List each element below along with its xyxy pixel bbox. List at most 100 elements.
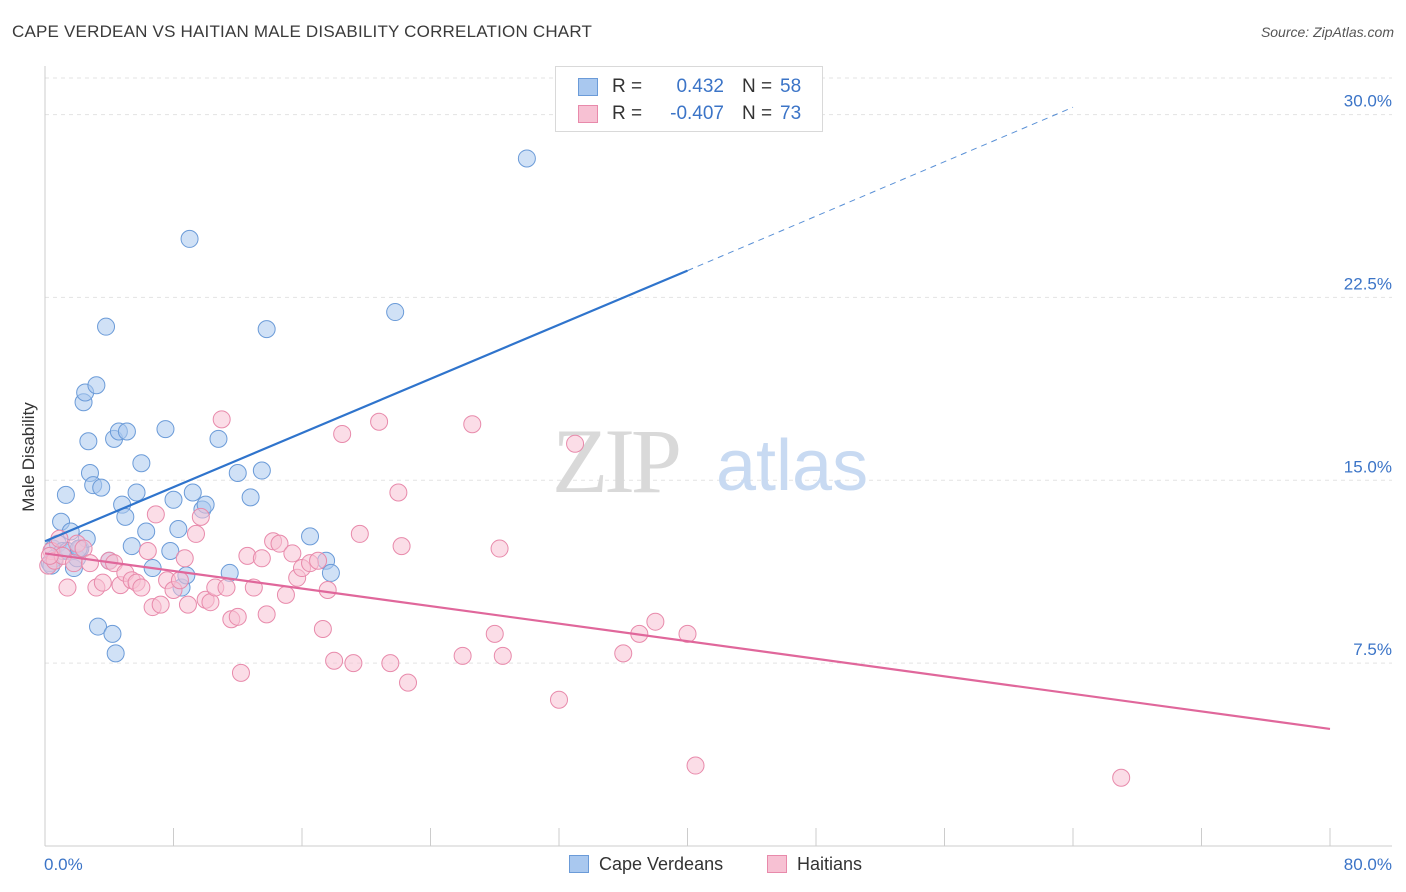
watermark: ZIP atlas bbox=[552, 410, 868, 512]
legend-item-haitians[interactable]: Haitians bbox=[767, 852, 862, 876]
data-point bbox=[228, 607, 247, 626]
data-point bbox=[276, 585, 295, 604]
data-point bbox=[313, 620, 332, 639]
legend-label-cape-verdeans: Cape Verdeans bbox=[599, 853, 724, 874]
y-tick-label: 22.5% bbox=[1344, 274, 1392, 293]
data-point bbox=[270, 534, 289, 553]
axes-layer bbox=[44, 66, 1392, 847]
data-point bbox=[614, 644, 633, 663]
r-value: -0.407 bbox=[670, 103, 724, 124]
data-point bbox=[333, 424, 352, 443]
data-point bbox=[228, 463, 247, 482]
data-point bbox=[490, 539, 509, 558]
data-point bbox=[463, 415, 482, 434]
grid-layer bbox=[45, 77, 1392, 664]
labels-layer: 7.5% 15.0% 22.5% 30.0% 0.0% 80.0% Male Disabil… bbox=[19, 92, 1392, 874]
legend-row-haitian: R = -0.407 N = 73 bbox=[578, 102, 801, 126]
r-value: 0.432 bbox=[676, 76, 724, 97]
n-value: 73 bbox=[780, 103, 802, 124]
data-point bbox=[453, 646, 472, 665]
source-label: Source: ZipAtlas.com bbox=[1260, 24, 1394, 40]
data-point bbox=[646, 612, 665, 631]
legend-label-haitians: Haitians bbox=[797, 853, 863, 874]
data-point bbox=[399, 673, 418, 692]
data-point bbox=[92, 478, 111, 497]
data-point bbox=[517, 149, 536, 168]
data-point bbox=[151, 595, 170, 614]
data-point bbox=[122, 537, 141, 556]
data-point bbox=[370, 412, 389, 431]
data-point bbox=[132, 454, 151, 473]
data-point bbox=[132, 578, 151, 597]
data-point bbox=[283, 544, 302, 563]
data-point bbox=[127, 483, 146, 502]
legend-swatch-haitians bbox=[767, 855, 787, 873]
data-point bbox=[493, 646, 512, 665]
data-point bbox=[321, 563, 340, 582]
data-point bbox=[309, 551, 328, 570]
trend-line-haitians bbox=[44, 552, 1331, 731]
data-point bbox=[89, 617, 108, 636]
data-point bbox=[175, 549, 194, 568]
data-point bbox=[79, 432, 98, 451]
trend-line-cape-verdeans bbox=[44, 269, 688, 543]
data-point bbox=[386, 303, 405, 322]
data-point bbox=[87, 376, 106, 395]
x-tick-label: 80.0% bbox=[1344, 855, 1392, 874]
data-point bbox=[156, 420, 175, 439]
n-label: N = bbox=[742, 76, 773, 97]
series-haitians bbox=[39, 410, 1131, 787]
y-axis-label: Male Disability bbox=[19, 402, 38, 512]
data-point bbox=[117, 422, 136, 441]
correlation-legend: R = 0.432 N = 58 R = -0.407 N = 73 bbox=[555, 66, 823, 132]
n-label: N = bbox=[742, 103, 773, 124]
data-point bbox=[180, 229, 199, 248]
data-point bbox=[146, 505, 165, 524]
chart-title: CAPE VERDEAN VS HAITIAN MALE DISABILITY … bbox=[12, 22, 593, 41]
data-point bbox=[344, 654, 363, 673]
data-point bbox=[381, 654, 400, 673]
data-point bbox=[485, 624, 504, 643]
data-point bbox=[212, 410, 231, 429]
data-point bbox=[550, 690, 568, 709]
data-point bbox=[137, 522, 156, 541]
data-point bbox=[186, 524, 205, 543]
data-point bbox=[178, 595, 197, 614]
data-point bbox=[678, 624, 697, 643]
data-point bbox=[241, 488, 260, 507]
n-value: 58 bbox=[780, 76, 802, 97]
data-point bbox=[161, 541, 180, 560]
data-point bbox=[350, 524, 369, 543]
data-point bbox=[93, 573, 112, 592]
data-point bbox=[56, 485, 75, 504]
watermark-atlas: atlas bbox=[716, 426, 868, 506]
data-point bbox=[183, 483, 202, 502]
data-point bbox=[392, 537, 411, 556]
data-point bbox=[325, 651, 344, 670]
legend-swatch-cape-verdean bbox=[578, 78, 598, 96]
data-point bbox=[80, 554, 99, 573]
data-point bbox=[301, 527, 320, 546]
y-tick-label: 30.0% bbox=[1344, 92, 1392, 111]
trend-layer bbox=[44, 106, 1331, 731]
r-label: R = bbox=[612, 76, 643, 97]
data-point bbox=[97, 317, 116, 336]
data-point bbox=[138, 541, 157, 560]
legend-swatch-haitian bbox=[578, 105, 598, 123]
legend-item-cape-verdeans[interactable]: Cape Verdeans bbox=[569, 852, 723, 876]
points-layer bbox=[39, 149, 1131, 787]
legend-swatch-cape-verdeans bbox=[569, 855, 589, 873]
data-point bbox=[191, 507, 210, 526]
y-tick-label: 15.0% bbox=[1344, 457, 1392, 476]
data-point bbox=[252, 549, 271, 568]
data-point bbox=[389, 483, 408, 502]
watermark-zip: ZIP bbox=[552, 410, 679, 512]
data-point bbox=[164, 490, 183, 509]
data-point bbox=[106, 644, 125, 663]
data-point bbox=[209, 429, 228, 448]
data-point bbox=[231, 663, 250, 682]
x-tick-label: 0.0% bbox=[44, 855, 83, 874]
data-point bbox=[170, 571, 189, 590]
r-label: R = bbox=[612, 103, 643, 124]
